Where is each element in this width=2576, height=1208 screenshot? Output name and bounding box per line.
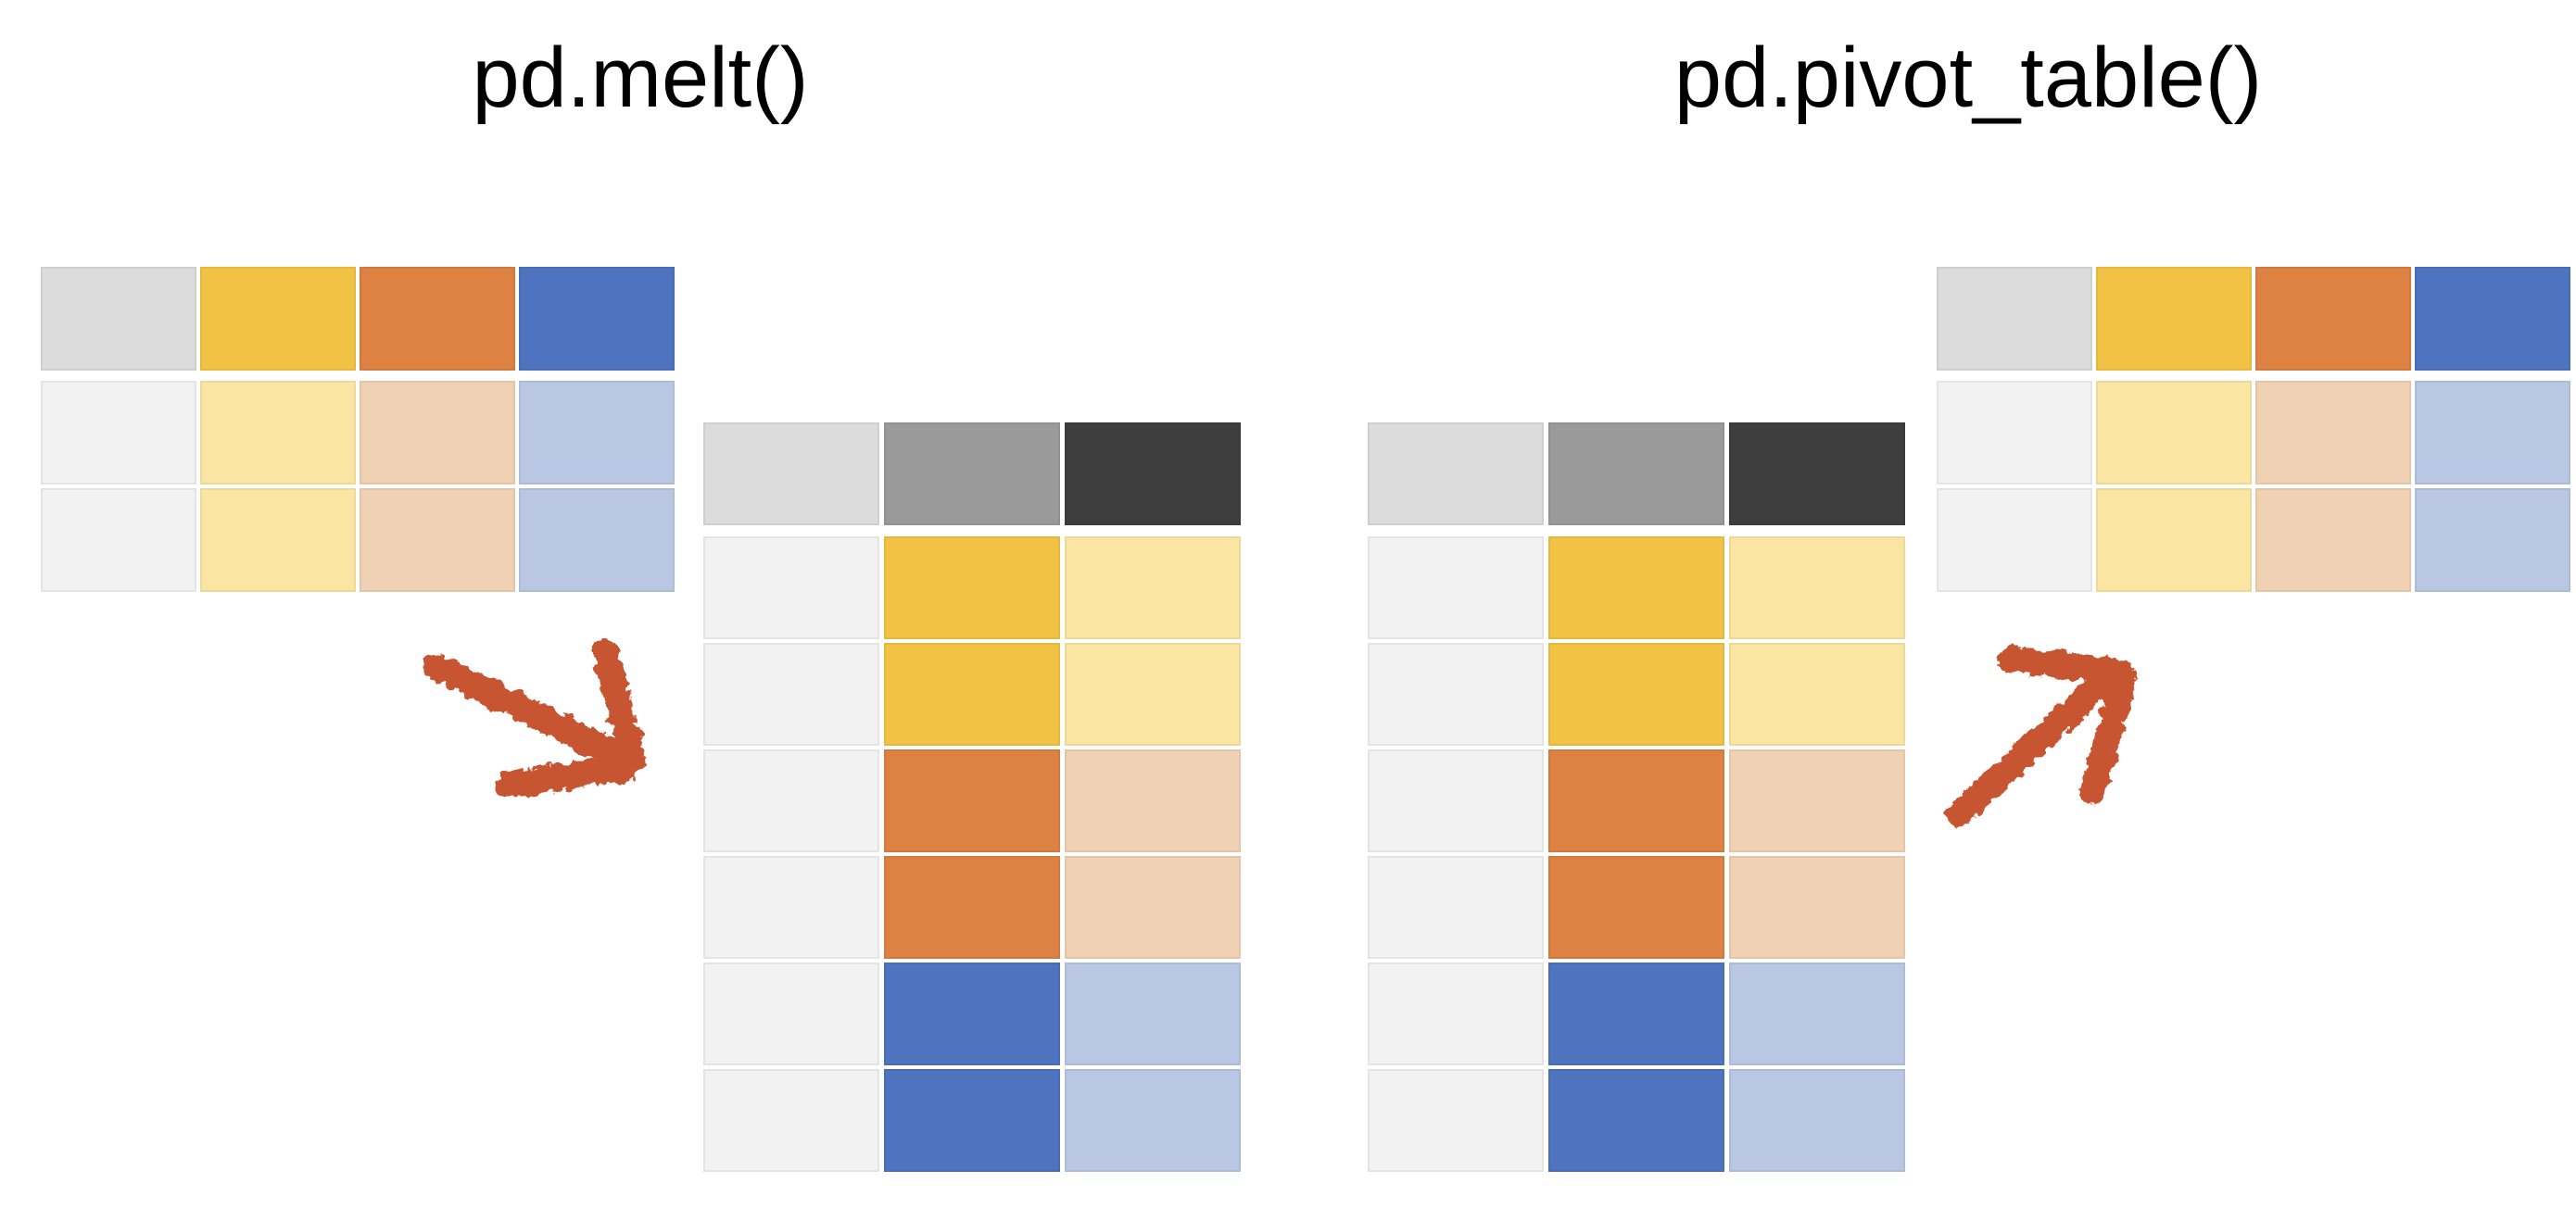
table-cell-yellow — [200, 267, 356, 371]
table-cell-yellow — [1548, 536, 1724, 639]
table-cell-body-gray — [1368, 963, 1544, 1065]
table-row — [703, 749, 1241, 852]
table-header-row — [1368, 422, 1905, 525]
table-cell-body-gray — [703, 536, 879, 639]
table-cell-light-yellow — [1729, 536, 1905, 639]
melt-title: pd.melt() — [472, 31, 809, 125]
pivot-table-title: pd.pivot_table() — [1673, 31, 2263, 125]
table-cell-dark-gray — [1065, 422, 1241, 525]
table-cell-mid-gray — [884, 422, 1060, 525]
wide-table-before-melt — [41, 267, 675, 592]
table-cell-orange — [1548, 749, 1724, 852]
table-cell-orange — [1548, 856, 1724, 959]
table-header-row — [41, 267, 675, 371]
table-header-row — [1937, 267, 2570, 371]
table-row — [1368, 856, 1905, 959]
table-cell-light-yellow — [1065, 643, 1241, 746]
table-cell-orange — [360, 267, 515, 371]
table-row — [41, 488, 675, 592]
table-cell-blue — [519, 267, 675, 371]
table-cell-yellow — [884, 643, 1060, 746]
table-cell-light-yellow — [200, 488, 356, 592]
table-cell-light-blue — [2415, 381, 2570, 484]
table-cell-body-gray — [1368, 749, 1544, 852]
table-cell-header-gray — [1368, 422, 1544, 525]
table-row — [703, 963, 1241, 1065]
table-cell-yellow — [1548, 643, 1724, 746]
table-cell-light-orange — [2255, 381, 2411, 484]
table-cell-light-orange — [360, 488, 515, 592]
table-cell-light-yellow — [200, 381, 356, 484]
table-cell-blue — [1548, 963, 1724, 1065]
table-row — [1937, 488, 2570, 592]
table-cell-body-gray — [703, 1069, 879, 1172]
table-cell-light-orange — [2255, 488, 2411, 592]
table-cell-body-gray — [1368, 856, 1544, 959]
table-row — [703, 1069, 1241, 1172]
table-cell-blue — [1548, 1069, 1724, 1172]
table-cell-light-orange — [360, 381, 515, 484]
table-cell-orange — [884, 749, 1060, 852]
table-cell-header-gray — [41, 267, 196, 371]
table-cell-light-orange — [1729, 856, 1905, 959]
table-cell-light-blue — [2415, 488, 2570, 592]
wide-table-after-pivot — [1937, 267, 2570, 592]
table-row — [1368, 643, 1905, 746]
table-row — [1937, 381, 2570, 484]
table-cell-light-blue — [519, 381, 675, 484]
table-row — [1368, 749, 1905, 852]
table-cell-mid-gray — [1548, 422, 1724, 525]
table-cell-body-gray — [41, 381, 196, 484]
table-cell-light-blue — [1729, 1069, 1905, 1172]
table-cell-body-gray — [1368, 643, 1544, 746]
table-row — [703, 643, 1241, 746]
long-table-after-melt — [703, 422, 1241, 1172]
table-cell-header-gray — [703, 422, 879, 525]
table-row — [1368, 1069, 1905, 1172]
table-cell-yellow — [884, 536, 1060, 639]
table-cell-light-yellow — [2096, 381, 2252, 484]
table-cell-body-gray — [703, 963, 879, 1065]
table-cell-body-gray — [41, 488, 196, 592]
table-row — [703, 856, 1241, 959]
table-cell-light-blue — [1065, 1069, 1241, 1172]
table-cell-light-orange — [1065, 749, 1241, 852]
table-cell-blue — [884, 963, 1060, 1065]
table-cell-orange — [884, 856, 1060, 959]
table-cell-light-orange — [1065, 856, 1241, 959]
table-row — [703, 536, 1241, 639]
table-row — [1368, 963, 1905, 1065]
long-table-before-pivot — [1368, 422, 1905, 1172]
table-cell-light-yellow — [2096, 488, 2252, 592]
table-cell-body-gray — [1937, 381, 2092, 484]
table-cell-body-gray — [703, 643, 879, 746]
melt-arrow-down-right-icon — [424, 638, 646, 798]
table-cell-light-blue — [519, 488, 675, 592]
table-cell-yellow — [2096, 267, 2252, 371]
table-cell-light-blue — [1729, 963, 1905, 1065]
table-cell-light-orange — [1729, 749, 1905, 852]
table-cell-light-yellow — [1729, 643, 1905, 746]
table-cell-dark-gray — [1729, 422, 1905, 525]
table-row — [1368, 536, 1905, 639]
table-cell-blue — [2415, 267, 2570, 371]
table-cell-body-gray — [1937, 488, 2092, 592]
table-header-row — [703, 422, 1241, 525]
table-cell-light-blue — [1065, 963, 1241, 1065]
pivot-arrow-up-right-icon — [1947, 647, 2137, 826]
table-cell-light-yellow — [1065, 536, 1241, 639]
table-cell-header-gray — [1937, 267, 2092, 371]
table-cell-blue — [884, 1069, 1060, 1172]
table-cell-orange — [2255, 267, 2411, 371]
table-cell-body-gray — [703, 749, 879, 852]
table-cell-body-gray — [1368, 1069, 1544, 1172]
table-cell-body-gray — [703, 856, 879, 959]
table-cell-body-gray — [1368, 536, 1544, 639]
table-row — [41, 381, 675, 484]
